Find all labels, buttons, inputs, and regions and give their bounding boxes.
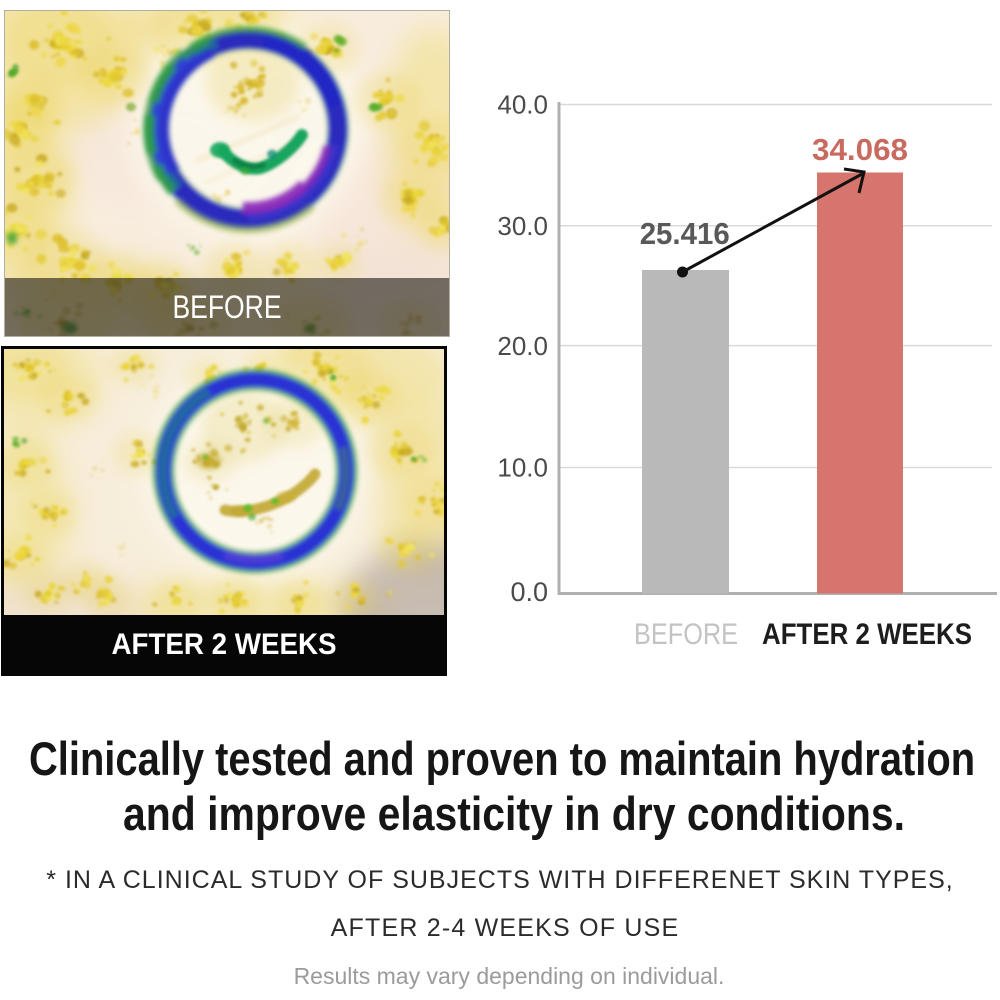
svg-text:40.0: 40.0 bbox=[497, 90, 548, 120]
svg-text:BEFORE: BEFORE bbox=[634, 618, 738, 651]
svg-text:10.0: 10.0 bbox=[497, 453, 548, 483]
svg-text:34.068: 34.068 bbox=[812, 132, 908, 167]
svg-text:AFTER 2 WEEKS: AFTER 2 WEEKS bbox=[762, 618, 972, 651]
svg-text:BEFORE: BEFORE bbox=[173, 289, 282, 325]
svg-text:30.0: 30.0 bbox=[497, 211, 548, 241]
svg-text:25.416: 25.416 bbox=[640, 216, 730, 251]
svg-text:0.0: 0.0 bbox=[510, 577, 548, 607]
svg-text:20.0: 20.0 bbox=[497, 331, 548, 361]
svg-text:AFTER 2 WEEKS: AFTER 2 WEEKS bbox=[112, 628, 337, 661]
